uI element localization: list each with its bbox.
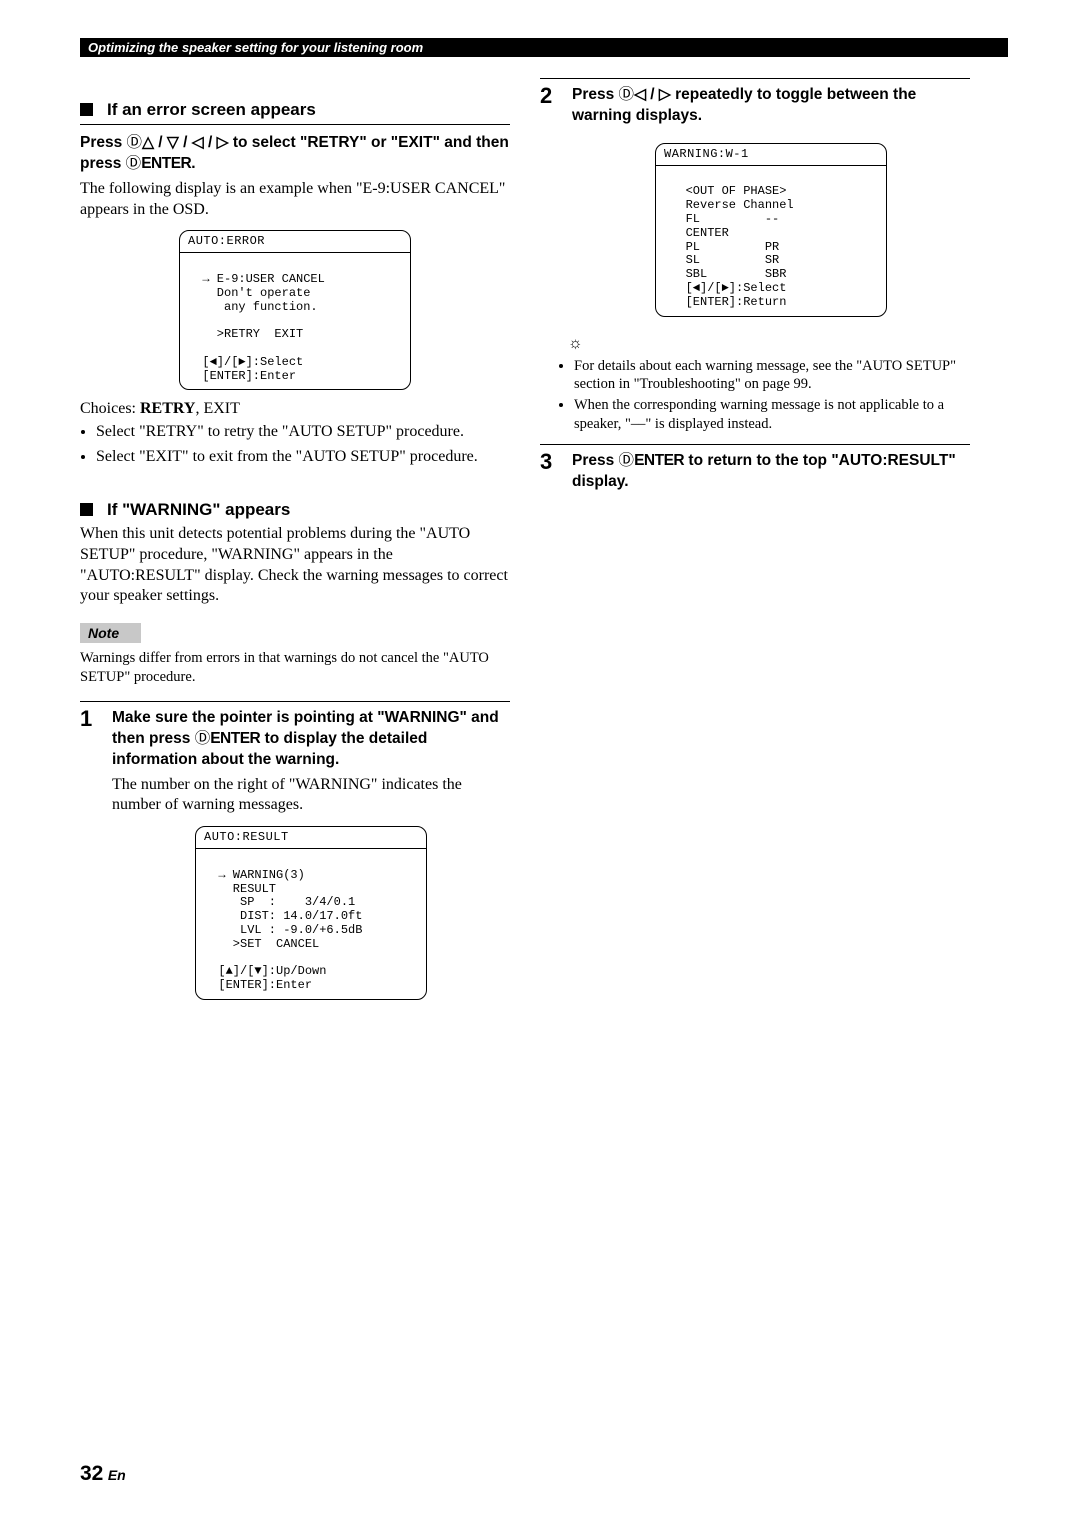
tip-list: For details about each warning message, … <box>574 357 970 434</box>
left-column: If an error screen appears Press Ⓓ△ / ▽ … <box>80 38 510 1010</box>
txt: Press <box>572 452 619 469</box>
choices-line: Choices: RETRY, EXIT <box>80 400 510 418</box>
list-item: For details about each warning message, … <box>574 357 970 395</box>
screen-title: AUTO:RESULT <box>196 827 426 849</box>
enter-label: ENTER <box>634 452 684 469</box>
right-column: 2 Press Ⓓ◁ / ▷ repeatedly to toggle betw… <box>540 38 970 1010</box>
choice-exit: , EXIT <box>195 400 239 417</box>
circle-d-icon: Ⓓ <box>195 730 211 747</box>
step-number: 1 <box>80 708 98 1010</box>
square-bullet-icon <box>80 103 93 116</box>
screen-body: → E-9:USER CANCEL Don't operate any func… <box>180 253 410 389</box>
list-item: When the corresponding warning message i… <box>574 396 970 434</box>
divider <box>540 444 970 445</box>
circle-d-icon: Ⓓ <box>126 155 142 172</box>
step-detail: The number on the right of "WARNING" ind… <box>112 775 510 817</box>
step-3: 3 Press ⒹENTER to return to the top "AUT… <box>540 451 970 493</box>
screen-body: <OUT OF PHASE> Reverse Channel FL -- CEN… <box>656 166 886 316</box>
title-text: If "WARNING" appears <box>107 500 290 519</box>
step-instruction: Press Ⓓ◁ / ▷ repeatedly to toggle betwee… <box>572 85 970 127</box>
step-2: 2 Press Ⓓ◁ / ▷ repeatedly to toggle betw… <box>540 85 970 327</box>
osd-screen-error: AUTO:ERROR → E-9:USER CANCEL Don't opera… <box>179 230 411 390</box>
divider <box>540 78 970 79</box>
txt: Press <box>572 86 619 103</box>
screen-title: WARNING:W-1 <box>656 144 886 166</box>
step-body: Press Ⓓ◁ / ▷ repeatedly to toggle betwee… <box>572 85 970 327</box>
title-text: If an error screen appears <box>107 100 316 119</box>
step-instruction: Press ⒹENTER to return to the top "AUTO:… <box>572 451 970 493</box>
divider <box>80 124 510 125</box>
enter-label: ENTER <box>210 730 260 747</box>
choices-label: Choices: <box>80 400 140 417</box>
step-number: 2 <box>540 85 558 327</box>
step-body: Press ⒹENTER to return to the top "AUTO:… <box>572 451 970 493</box>
screen-body: → WARNING(3) RESULT SP : 3/4/0.1 DIST: 1… <box>196 849 426 999</box>
square-bullet-icon <box>80 503 93 516</box>
tip-icon: ☼ <box>568 335 970 353</box>
page-content: If an error screen appears Press Ⓓ△ / ▽ … <box>0 0 1080 1010</box>
circle-d-icon: Ⓓ <box>127 134 143 151</box>
note-label: Note <box>80 623 141 643</box>
txt: . <box>191 155 195 172</box>
subsection-error-title: If an error screen appears <box>80 100 510 120</box>
step-number: 3 <box>540 451 558 493</box>
screen-title: AUTO:ERROR <box>180 231 410 253</box>
osd-screen-warning: WARNING:W-1 <OUT OF PHASE> Reverse Chann… <box>655 143 887 317</box>
body-text: The following display is an example when… <box>80 179 510 221</box>
arrow-lr-icon: ◁ / ▷ <box>634 86 671 103</box>
page-number: 32 En <box>80 1462 126 1486</box>
list-item: Select "EXIT" to exit from the "AUTO SET… <box>96 447 510 468</box>
page-lang: En <box>108 1467 126 1483</box>
arrow-set-icon: △ / ▽ / ◁ / ▷ <box>142 134 228 151</box>
note-text: Warnings differ from errors in that warn… <box>80 649 510 687</box>
step-body: Make sure the pointer is pointing at "WA… <box>112 708 510 1010</box>
divider <box>80 701 510 702</box>
step-instruction: Make sure the pointer is pointing at "WA… <box>112 708 510 771</box>
body-text: When this unit detects potential problem… <box>80 524 510 607</box>
list-item: Select "RETRY" to retry the "AUTO SETUP"… <box>96 422 510 443</box>
press-instruction-1: Press Ⓓ△ / ▽ / ◁ / ▷ to select "RETRY" o… <box>80 133 510 175</box>
step-1: 1 Make sure the pointer is pointing at "… <box>80 708 510 1010</box>
txt: Press <box>80 134 127 151</box>
bullet-list: Select "RETRY" to retry the "AUTO SETUP"… <box>96 422 510 468</box>
page-num: 32 <box>80 1462 103 1485</box>
circle-d-icon: Ⓓ <box>619 452 635 469</box>
subsection-warning-title: If "WARNING" appears <box>80 500 510 520</box>
osd-screen-result: AUTO:RESULT → WARNING(3) RESULT SP : 3/4… <box>195 826 427 1000</box>
circle-d-icon: Ⓓ <box>619 86 635 103</box>
enter-label: ENTER <box>141 155 191 172</box>
section-header-bar: Optimizing the speaker setting for your … <box>80 38 1008 57</box>
choice-retry: RETRY <box>140 400 195 417</box>
